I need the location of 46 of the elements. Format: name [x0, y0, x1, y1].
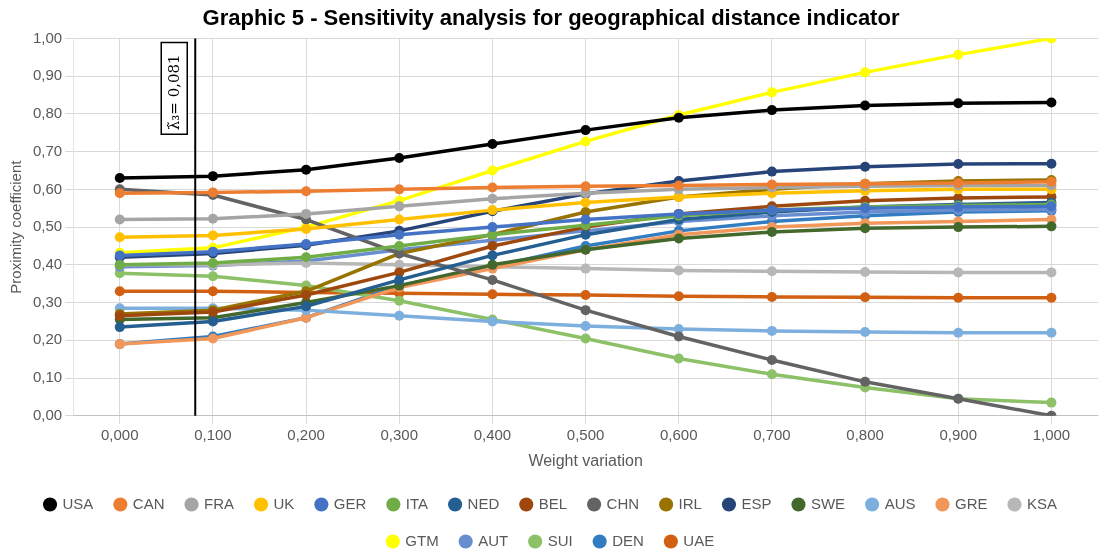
y-tick-label: 0,40 — [32, 254, 63, 272]
x-tick-label: 1,000 — [1032, 425, 1071, 443]
x-tick-label: 0,000 — [101, 425, 139, 443]
legend-label: SUI — [547, 531, 573, 549]
legend-label: FRA — [204, 494, 235, 512]
y-tick-label: 0,20 — [32, 330, 63, 348]
y-tick-label: 1,00 — [32, 28, 63, 46]
legend-label: AUS — [884, 494, 916, 512]
x-tick-label: 0,700 — [753, 425, 791, 443]
y-tick-label: 0,70 — [32, 141, 63, 159]
y-tick-label: 0,90 — [32, 66, 63, 84]
y-tick-label: 0,50 — [32, 217, 63, 235]
y-tick-label: 0,60 — [32, 179, 63, 197]
x-tick-label: 0,800 — [846, 425, 884, 443]
legend-label: GER — [333, 494, 367, 512]
legend-label: CHN — [606, 494, 640, 512]
legend-label: USA — [62, 494, 94, 512]
x-tick-label: 0,500 — [566, 425, 605, 443]
chart-title: Graphic 5 - Sensitivity analysis for geographical distance indicator — [202, 5, 900, 31]
legend-label: ESP — [741, 494, 772, 512]
x-axis-title: Weight variation — [528, 451, 643, 469]
legend-label: UK — [273, 494, 295, 512]
legend-label: KSA — [1026, 494, 1057, 512]
x-tick-label: 0,600 — [659, 425, 698, 443]
legend-label: BEL — [538, 494, 568, 512]
legend-label: CAN — [132, 494, 165, 512]
x-tick-label: 0,200 — [287, 425, 325, 443]
legend-label: IRL — [678, 494, 702, 512]
y-tick-label: 0,80 — [32, 104, 63, 122]
x-tick-label: 0,300 — [380, 425, 419, 443]
y-tick-label: 0,10 — [32, 368, 63, 386]
x-tick-label: 0,900 — [939, 425, 978, 443]
legend-label: NED — [467, 494, 500, 512]
x-tick-label: 0,400 — [473, 425, 512, 443]
legend-label: SWE — [810, 494, 846, 512]
legend-label: ITA — [405, 494, 429, 512]
legend-label: DEN — [612, 531, 644, 549]
legend-label: GRE — [954, 494, 988, 512]
y-tick-label: 0,30 — [32, 292, 63, 310]
legend-label: GTM — [405, 531, 439, 549]
legend-label: UAE — [683, 531, 715, 549]
legend-label: AUT — [478, 531, 509, 549]
ref-line-label: λ̃₃= 0,081 — [165, 54, 184, 131]
x-tick-label: 0,100 — [194, 425, 232, 443]
y-axis-title: Proximity coefficient — [7, 159, 25, 294]
y-tick-label: 0,00 — [32, 405, 63, 423]
